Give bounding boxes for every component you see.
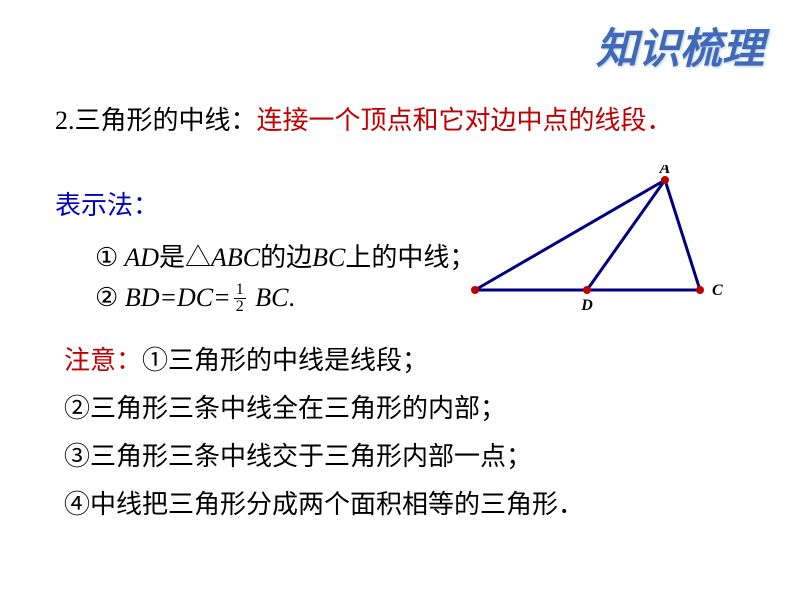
text-bc2: BC bbox=[249, 283, 289, 312]
header-title: 知识梳理 bbox=[596, 15, 764, 76]
text-1d: 的边 bbox=[260, 243, 312, 272]
fraction-num: 1 bbox=[234, 282, 246, 299]
fraction-den: 2 bbox=[234, 299, 246, 315]
note-4: ④中线把三角形分成两个面积相等的三角形． bbox=[64, 484, 584, 521]
notation-item-2: ② BD=DC=12 BC. bbox=[95, 283, 295, 317]
circle-1: ① bbox=[95, 243, 118, 272]
text-ad: AD bbox=[118, 243, 159, 272]
svg-text:A: A bbox=[659, 165, 671, 177]
note-1: ①三角形的中线是线段； bbox=[142, 346, 428, 375]
notation-item-1: ① AD是△ABC的边BC上的中线； bbox=[95, 237, 475, 274]
text-period: . bbox=[288, 283, 295, 312]
note-2: ②三角形三条中线全在三角形的内部； bbox=[64, 388, 506, 425]
triangle-diagram: ABCD bbox=[465, 165, 735, 310]
text-bddc: BD=DC= bbox=[118, 283, 230, 312]
circle-2: ② bbox=[95, 283, 118, 312]
note-3: ③三角形三条中线交于三角形内部一点； bbox=[64, 436, 532, 473]
notes-line-1: 注意：①三角形的中线是线段； bbox=[64, 340, 428, 377]
text-bc: BC bbox=[312, 243, 345, 272]
svg-text:D: D bbox=[580, 297, 593, 310]
notation-label: 表示法： bbox=[55, 185, 159, 222]
definition-text: 连接一个顶点和它对边中点的线段． bbox=[257, 106, 673, 135]
text-1f: 上的中线； bbox=[345, 243, 475, 272]
definition-prefix: 2.三角形的中线： bbox=[55, 106, 257, 135]
text-abc: ABC bbox=[211, 243, 260, 272]
text-1b: 是△ bbox=[159, 243, 211, 272]
svg-text:C: C bbox=[712, 282, 723, 299]
notes-label: 注意： bbox=[64, 346, 142, 375]
fraction-half: 12 bbox=[234, 282, 246, 315]
definition-line: 2.三角形的中线：连接一个顶点和它对边中点的线段． bbox=[55, 100, 673, 137]
